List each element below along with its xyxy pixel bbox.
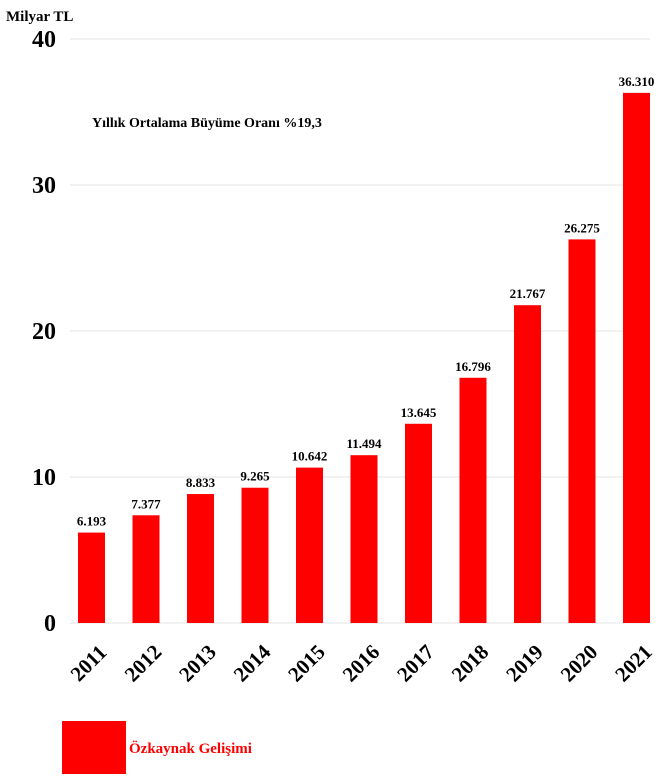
y-axis-unit-label: Milyar TL <box>6 9 73 25</box>
bar-2019 <box>514 305 541 623</box>
x-tick-label-2020: 2020 <box>556 640 603 687</box>
x-tick-label-2019: 2019 <box>501 640 548 687</box>
data-label-2013: 8.833 <box>186 475 216 490</box>
bars <box>78 92 650 623</box>
bar-2013 <box>187 494 214 623</box>
x-tick-label-2014: 2014 <box>229 639 276 686</box>
bar-2018 <box>459 377 487 623</box>
growth-rate-annotation: Yıllık Ortalama Büyüme Oranı %19,3 <box>92 116 322 131</box>
data-label-2015: 10.642 <box>292 449 328 464</box>
data-label-2011: 6.193 <box>77 514 107 529</box>
x-axis-ticks: 2011 2012 2013 2014 2015 2016 2017 2018 2019 2020… <box>66 639 657 686</box>
bar-2016 <box>350 455 378 623</box>
data-label-2016: 11.494 <box>346 436 382 451</box>
x-tick-label-2017: 2017 <box>392 640 439 687</box>
legend-swatch <box>62 721 126 774</box>
y-axis-ticks: 0 10 20 30 40 <box>32 27 56 637</box>
y-tick-label: 0 <box>44 611 56 637</box>
y-tick-label: 10 <box>32 465 56 491</box>
x-tick-label-2016: 2016 <box>338 640 385 687</box>
data-label-2021: 36.310 <box>619 74 655 89</box>
bar-2017 <box>405 423 432 623</box>
y-tick-label: 40 <box>32 27 56 53</box>
y-tick-label: 20 <box>32 319 56 345</box>
data-labels: 6.193 7.377 8.833 9.265 10.642 11.494 13.645 16… <box>77 74 655 529</box>
data-label-2018: 16.796 <box>455 359 491 374</box>
data-label-2020: 26.275 <box>564 220 600 235</box>
bar-2020 <box>568 239 596 623</box>
legend: Özkaynak Gelişimi <box>62 721 252 774</box>
bar-2021 <box>623 92 650 623</box>
data-label-2012: 7.377 <box>131 496 161 511</box>
gridlines <box>70 38 650 624</box>
bar-2012 <box>132 515 160 623</box>
bar-2014 <box>241 487 269 623</box>
x-tick-label-2015: 2015 <box>283 640 330 687</box>
x-tick-label-2012: 2012 <box>120 640 167 687</box>
y-tick-label: 30 <box>32 173 56 199</box>
bar-2015 <box>296 467 323 623</box>
bar-2011 <box>78 532 105 623</box>
data-label-2019: 21.767 <box>510 286 546 301</box>
x-tick-label-2021: 2021 <box>610 640 657 687</box>
data-label-2014: 9.265 <box>240 469 270 484</box>
x-tick-label-2013: 2013 <box>174 640 221 687</box>
legend-label: Özkaynak Gelişimi <box>129 740 252 757</box>
data-label-2017: 13.645 <box>401 405 437 420</box>
x-tick-label-2011: 2011 <box>66 640 112 686</box>
x-tick-label-2018: 2018 <box>447 640 494 687</box>
